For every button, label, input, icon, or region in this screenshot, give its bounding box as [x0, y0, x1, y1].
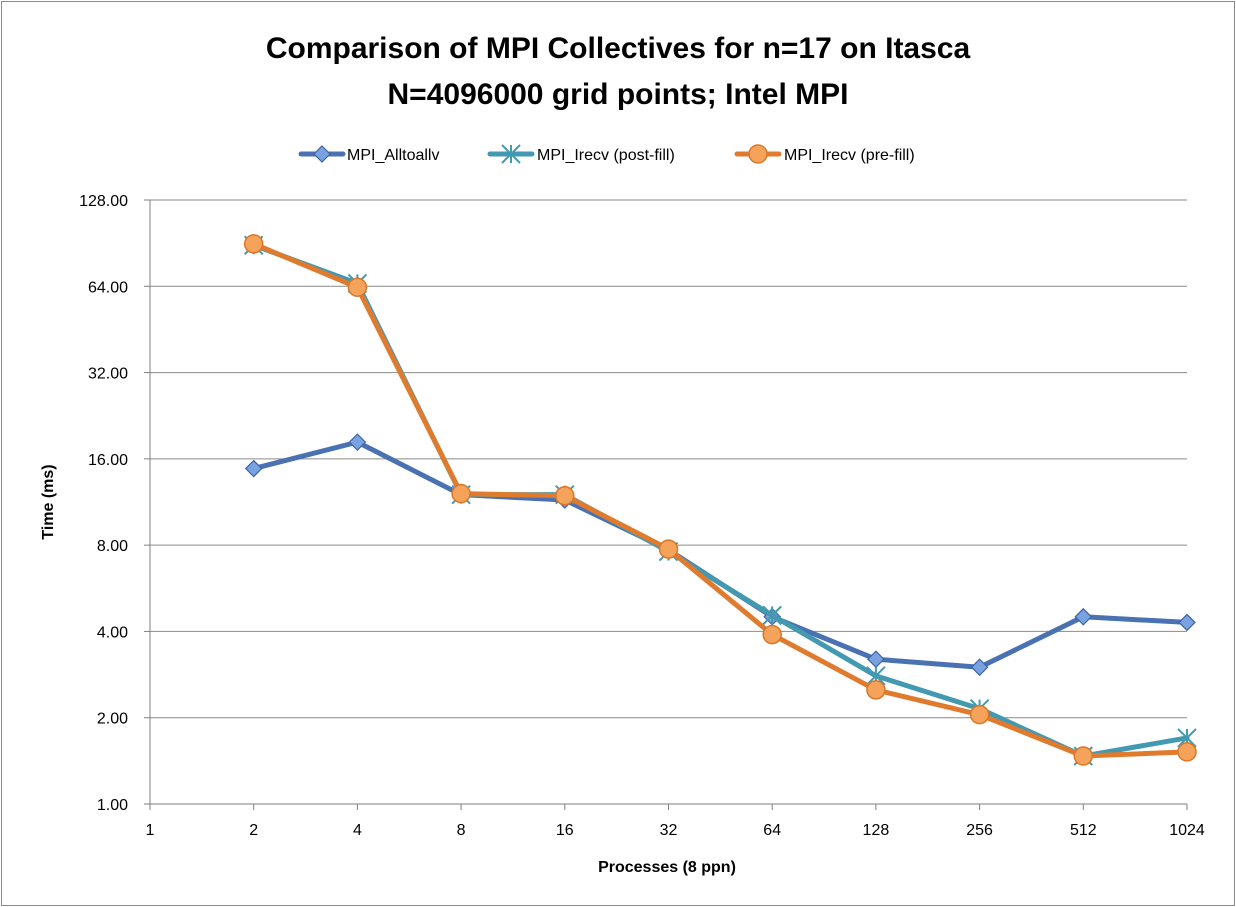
data-point-star — [762, 605, 782, 626]
data-point-circle — [969, 704, 990, 725]
series-0 — [244, 433, 1196, 677]
x-tick-label: 64 — [763, 822, 781, 839]
data-point-circle — [555, 485, 575, 506]
data-point-circle — [866, 680, 886, 700]
series-line — [251, 242, 1190, 759]
data-point-diamond — [313, 145, 331, 163]
x-tick-label: 4 — [353, 822, 362, 839]
data-point-diamond — [244, 459, 263, 478]
series-line — [251, 439, 1190, 670]
legend-label: MPI_Alltoallv — [347, 147, 439, 164]
legend-label: MPI_Irecv (post-fill) — [537, 147, 675, 164]
data-point-diamond — [970, 658, 989, 677]
legend-item: MPI_Irecv (post-fill) — [487, 144, 675, 164]
y-tick-label: 1.00 — [97, 797, 128, 814]
data-point-circle — [658, 539, 679, 559]
data-point-star — [501, 144, 521, 164]
legend-item: MPI_Irecv (pre-fill) — [734, 144, 915, 164]
data-point-circle — [748, 144, 768, 164]
data-point-circle — [1177, 742, 1197, 762]
series-layer — [243, 234, 1197, 766]
y-tick-label: 64.00 — [88, 279, 128, 296]
data-point-circle — [762, 624, 782, 645]
y-tick-label: 32.00 — [88, 366, 128, 383]
legend-label: MPI_Irecv (pre-fill) — [784, 147, 915, 164]
chart-title-line-2: N=4096000 grid points; Intel MPI — [388, 78, 849, 111]
x-tick-label: 256 — [966, 822, 993, 839]
x-tick-label: 128 — [863, 822, 890, 839]
y-tick-label: 16.00 — [88, 452, 128, 469]
legend-item: MPI_Alltoallv — [298, 145, 439, 164]
series-2 — [243, 234, 1197, 766]
x-axis-title: Processes (8 ppn) — [598, 859, 736, 876]
data-point-diamond — [867, 650, 885, 669]
y-tick-label: 8.00 — [97, 538, 128, 555]
data-point-circle — [347, 277, 368, 298]
chart-title-line-1: Comparison of MPI Collectives for n=17 o… — [266, 32, 971, 65]
data-point-diamond — [1074, 607, 1093, 626]
x-tick-label: 1024 — [1169, 822, 1205, 839]
y-tick-label: 2.00 — [97, 711, 128, 728]
x-tick-label: 2 — [249, 822, 258, 839]
data-point-circle — [243, 234, 264, 254]
x-tick-label: 16 — [556, 822, 574, 839]
data-point-diamond — [1178, 613, 1196, 632]
series-line — [251, 241, 1190, 759]
x-tick-label: 32 — [660, 822, 678, 839]
x-tick-label: 512 — [1070, 822, 1097, 839]
data-point-diamond — [348, 433, 367, 451]
y-axis-ticks: 1.00 2.00 4.00 8.00 16.00 32.00 64.00 128.00 — [79, 193, 128, 814]
series-1 — [243, 235, 1197, 766]
y-tick-label: 4.00 — [97, 624, 128, 641]
y-axis-title: Time (ms) — [40, 464, 57, 539]
data-point-circle — [451, 483, 471, 504]
x-axis-ticks: 1 2 4 8 16 32 64 128 256 512 1024 — [146, 822, 1205, 839]
y-tick-label: 128.00 — [79, 193, 128, 210]
legend: MPI_Alltoallv MPI_Irecv (post-fill) MPI_Ir… — [298, 144, 915, 164]
data-point-circle — [1073, 746, 1094, 766]
x-tick-label: 1 — [146, 822, 155, 839]
x-tick-label: 8 — [457, 822, 466, 839]
gridlines — [144, 199, 1188, 810]
